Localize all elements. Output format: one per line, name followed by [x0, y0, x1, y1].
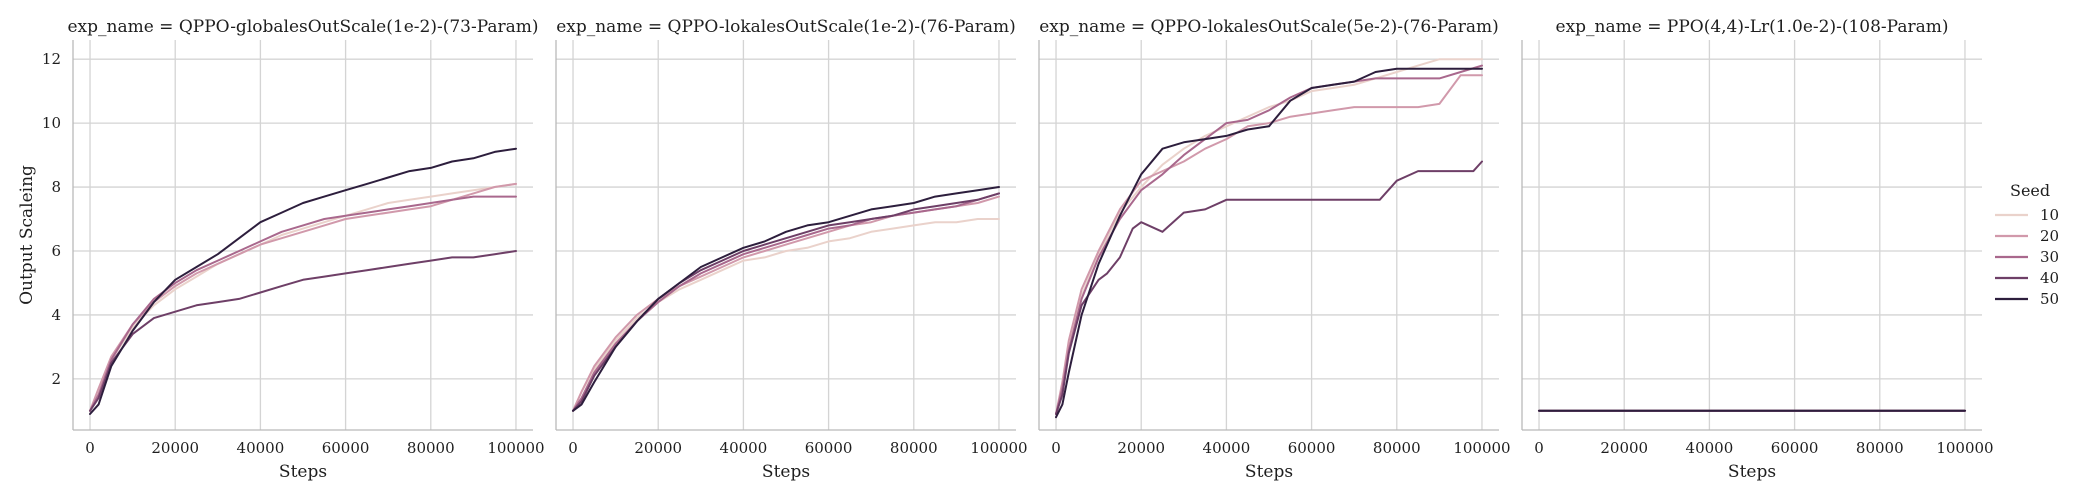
x-axis-title: Steps — [762, 462, 810, 482]
legend-label-40: 40 — [2040, 269, 2059, 287]
y-tick-label: 2 — [51, 370, 61, 388]
panel-1: 2 4 6 8 10 12 0 20000 40000 60000 80000 100000 exp_n… — [17, 17, 545, 482]
y-tick-label: 8 — [51, 178, 61, 196]
series-line-seed-20 — [89, 182, 517, 412]
facet-grid: 2 4 6 8 10 12 0 20000 40000 60000 80000 100000 exp_n… — [17, 17, 1994, 482]
panel-2: 0 20000 40000 60000 80000 100000 exp_name = QP… — [555, 17, 1028, 482]
x-tick-label: 60000 — [322, 439, 370, 457]
panel-title: exp_name = QPPO-globalesOutScale(1e-2)-(… — [67, 17, 538, 37]
panel-title: exp_name = PPO(4,4)-Lr(1.0e-2)-(108-Para… — [1556, 17, 1949, 37]
x-tick-label: 100000 — [1453, 439, 1510, 457]
series-line-seed-10 — [1055, 58, 1483, 415]
y-tick-label: 6 — [51, 242, 61, 260]
gridlines — [1522, 40, 1982, 430]
series-line-seed-50 — [1055, 67, 1483, 419]
x-tick-label: 40000 — [1203, 439, 1251, 457]
panel-4: 0 20000 40000 60000 80000 100000 exp_name = PP… — [1521, 17, 1994, 482]
y-tick-label: 12 — [42, 50, 61, 68]
legend-label-20: 20 — [2040, 227, 2059, 245]
x-tick-label: 20000 — [634, 439, 682, 457]
series-line-seed-40 — [1055, 160, 1483, 415]
x-tick-label: 20000 — [1600, 439, 1648, 457]
y-axis-title: Output Scaleing — [17, 165, 37, 305]
series-line-seed-30 — [1055, 64, 1483, 415]
x-axis-title: Steps — [1728, 462, 1776, 482]
x-tick-label: 100000 — [970, 439, 1027, 457]
x-tick-label: 60000 — [1771, 439, 1819, 457]
series-line-seed-10 — [89, 182, 517, 412]
series-line-seed-40 — [572, 192, 1000, 412]
x-tick-label: 0 — [85, 439, 95, 457]
x-tick-label: 60000 — [1288, 439, 1336, 457]
series-line-seed-50 — [572, 186, 1000, 412]
series-line-seed-40 — [89, 250, 517, 412]
panel-3: 0 20000 40000 60000 80000 100000 exp_name = QP… — [1038, 17, 1511, 482]
x-tick-label: 60000 — [805, 439, 853, 457]
series-line-seed-50 — [89, 147, 517, 415]
panel-title: exp_name = QPPO-lokalesOutScale(1e-2)-(7… — [556, 17, 1016, 37]
legend: Seed 10 20 30 40 50 — [1995, 181, 2059, 308]
legend-label-10: 10 — [2040, 206, 2059, 224]
legend-label-50: 50 — [2040, 290, 2059, 308]
series-line-seed-10 — [572, 218, 1000, 412]
x-axis-title: Steps — [279, 462, 327, 482]
gridlines — [556, 40, 1016, 430]
x-tick-label: 0 — [1534, 439, 1544, 457]
x-tick-label: 20000 — [151, 439, 199, 457]
series-line-seed-20 — [1055, 74, 1483, 415]
gridlines — [1039, 40, 1499, 430]
x-tick-label: 0 — [568, 439, 578, 457]
gridlines — [73, 40, 533, 430]
x-tick-label: 100000 — [1936, 439, 1993, 457]
series-line-seed-30 — [572, 192, 1000, 412]
panel-title: exp_name = QPPO-lokalesOutScale(5e-2)-(7… — [1039, 17, 1499, 37]
x-axis-title: Steps — [1245, 462, 1293, 482]
x-tick-label: 40000 — [720, 439, 768, 457]
legend-entries: 10 20 30 40 50 — [1995, 206, 2059, 308]
x-tick-label: 20000 — [1117, 439, 1165, 457]
legend-title: Seed — [2010, 181, 2050, 200]
x-tick-label: 100000 — [487, 439, 544, 457]
legend-label-30: 30 — [2040, 248, 2059, 266]
x-tick-label: 0 — [1051, 439, 1061, 457]
x-tick-label: 80000 — [1373, 439, 1421, 457]
x-tick-label: 80000 — [890, 439, 938, 457]
series-line-seed-30 — [89, 195, 517, 412]
y-tick-label: 4 — [51, 306, 61, 324]
x-tick-label: 40000 — [237, 439, 285, 457]
x-tick-label: 80000 — [407, 439, 455, 457]
y-tick-label: 10 — [42, 114, 61, 132]
x-tick-label: 40000 — [1686, 439, 1734, 457]
x-tick-label: 80000 — [1856, 439, 1904, 457]
